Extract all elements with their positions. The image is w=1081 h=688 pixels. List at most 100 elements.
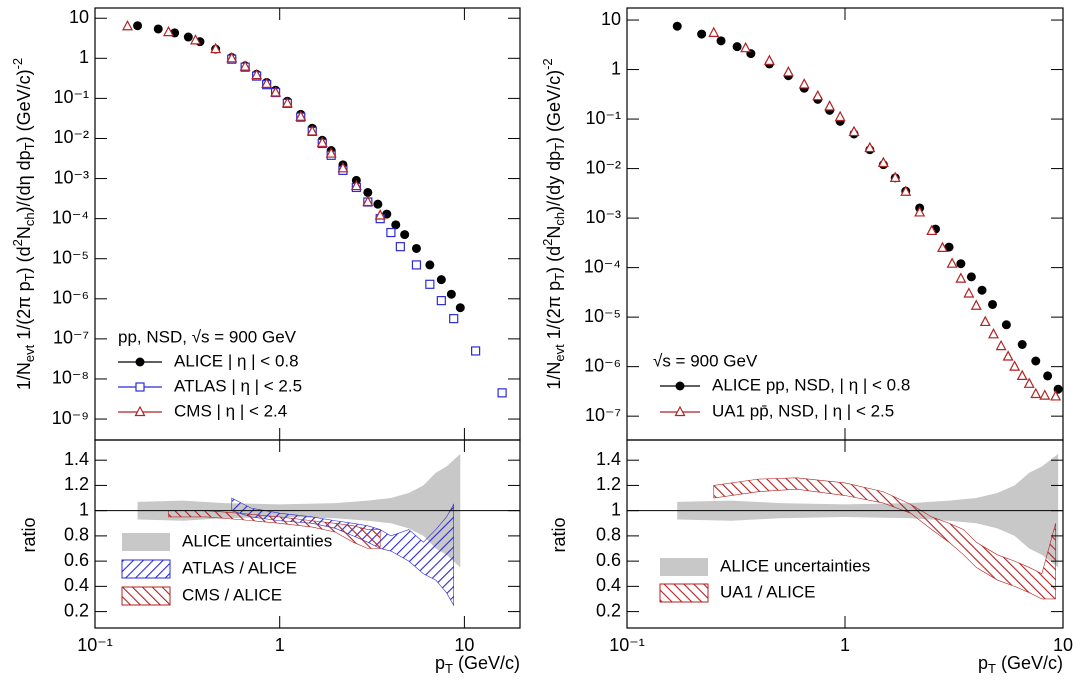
data-point (316, 136, 328, 147)
legend-marker (674, 405, 686, 417)
y-axis-label-part: N (14, 226, 34, 239)
y-tick-label: 10⁻⁶ (52, 288, 89, 308)
legend-label: ALICE | η | < 0.8 (174, 351, 299, 370)
legend-swatch (659, 583, 709, 603)
frame (94, 7, 521, 441)
data-point (449, 314, 459, 324)
y-tick-label: 1.4 (64, 449, 89, 469)
y-tick-label: 10⁻⁹ (52, 408, 89, 428)
y-axis-label: 1/Nevt 1/(2π pT) (d2Nch)/(dy dpT) (GeV/c… (540, 58, 567, 389)
annotation: pp, NSD, √s = 900 GeV (118, 327, 297, 346)
y-axis-label: 1/Nevt 1/(2π pT) (d2Nch)/(dη dpT) (GeV/c… (10, 58, 37, 390)
data-point (782, 66, 794, 77)
data-point (350, 179, 362, 191)
y-axis-label-part: 2 (10, 239, 25, 246)
data-point (373, 199, 383, 209)
y-axis-label-part: ch (552, 212, 567, 226)
legend-label: ALICE uncertainties (720, 556, 870, 575)
legend-swatch (660, 558, 708, 576)
y-tick-label: 0.2 (64, 600, 89, 620)
y-axis-label-part: -2 (540, 58, 555, 70)
y-tick-label: 10⁻² (53, 127, 89, 147)
y-tick-label: 0.6 (596, 550, 621, 570)
legend-label: ALICE uncertainties (182, 531, 332, 550)
data-point (281, 97, 293, 108)
data-point (1002, 350, 1014, 361)
data-point (798, 78, 810, 89)
x-axis-label-part: p (978, 653, 988, 673)
x-axis-label-part: p (435, 653, 445, 673)
y-tick-label: 10⁻⁸ (52, 368, 89, 388)
plot-area (137, 453, 461, 607)
legend-label: UA1 pp̄, NSD, | η | < 2.5 (712, 401, 894, 420)
y-tick-label: 10⁻⁴ (52, 207, 89, 227)
y-axis-label: ratio (549, 517, 569, 552)
x-axis-label-part: T (988, 661, 996, 676)
data-point (1023, 377, 1035, 388)
data-point (914, 206, 926, 217)
data-point (740, 41, 752, 53)
data-point (325, 147, 337, 158)
data-point (1031, 356, 1041, 366)
data-point (295, 110, 307, 121)
y-tick-label: 0.4 (64, 575, 89, 595)
data-point (824, 100, 836, 111)
y-tick-label: 10 (69, 7, 89, 27)
y-tick-label: 10⁻⁷ (53, 328, 89, 348)
y-axis-label-part: ) (d (14, 246, 34, 273)
x-axis-label-part: (GeV/c) (453, 653, 520, 673)
plot-area (677, 453, 1059, 600)
y-tick-label: 1.4 (596, 449, 621, 469)
legend-swatch (122, 533, 170, 551)
y-tick-label: 10⁻² (585, 157, 621, 177)
data-point (988, 299, 998, 309)
y-axis-label-part: 1/N (544, 362, 564, 390)
legend-label: CMS | η | < 2.4 (174, 401, 287, 420)
x-tick-label: 10 (1053, 635, 1073, 655)
y-tick-label: 10⁻³ (53, 167, 89, 187)
y-tick-label: 10⁻⁴ (584, 256, 621, 276)
y-tick-label: 0.4 (596, 575, 621, 595)
data-point (955, 272, 967, 283)
data-point (732, 42, 742, 52)
x-tick-label: 1 (840, 635, 850, 655)
y-axis-label-part: 2 (540, 239, 555, 246)
y-tick-label: 10⁻⁵ (52, 247, 89, 267)
ratio-band (168, 510, 381, 549)
data-point (386, 227, 396, 238)
data-point (337, 162, 349, 173)
legend-label: ALICE pp, NSD, | η | < 0.8 (712, 375, 910, 394)
data-point (977, 285, 987, 295)
y-axis-label-part: T (22, 142, 37, 150)
data-point (926, 224, 938, 236)
data-point (716, 36, 726, 46)
y-axis-label-part: 1/(2π p (14, 281, 34, 344)
x-tick-label: 1 (275, 635, 285, 655)
legend-label: UA1 / ALICE (720, 582, 815, 601)
y-tick-label: 1 (611, 499, 621, 519)
y-tick-label: 1 (611, 58, 621, 78)
data-point (153, 24, 163, 34)
data-point (261, 77, 273, 88)
data-point (1009, 360, 1021, 371)
y-axis-label: ratio (19, 517, 39, 552)
data-point (446, 289, 456, 299)
y-axis-label-part: ) (GeV/c) (544, 70, 564, 143)
data-point (1043, 371, 1053, 381)
legend-marker (135, 357, 145, 367)
y-axis-label-part: 1/N (14, 362, 34, 390)
annotation: √s = 900 GeV (653, 351, 758, 370)
data-point (122, 19, 134, 31)
y-axis-label-part: ) (d (544, 246, 564, 273)
data-point (497, 388, 507, 398)
y-tick-label: 10 (601, 9, 621, 29)
data-point (210, 42, 222, 54)
y-tick-label: 1 (79, 499, 89, 519)
x-tick-label: 10⁻¹ (77, 635, 113, 655)
data-point (471, 346, 481, 356)
data-point (362, 195, 374, 207)
data-point (1030, 387, 1042, 399)
data-point (889, 171, 901, 182)
data-point (966, 272, 976, 282)
y-axis-label-part: T (22, 273, 37, 281)
